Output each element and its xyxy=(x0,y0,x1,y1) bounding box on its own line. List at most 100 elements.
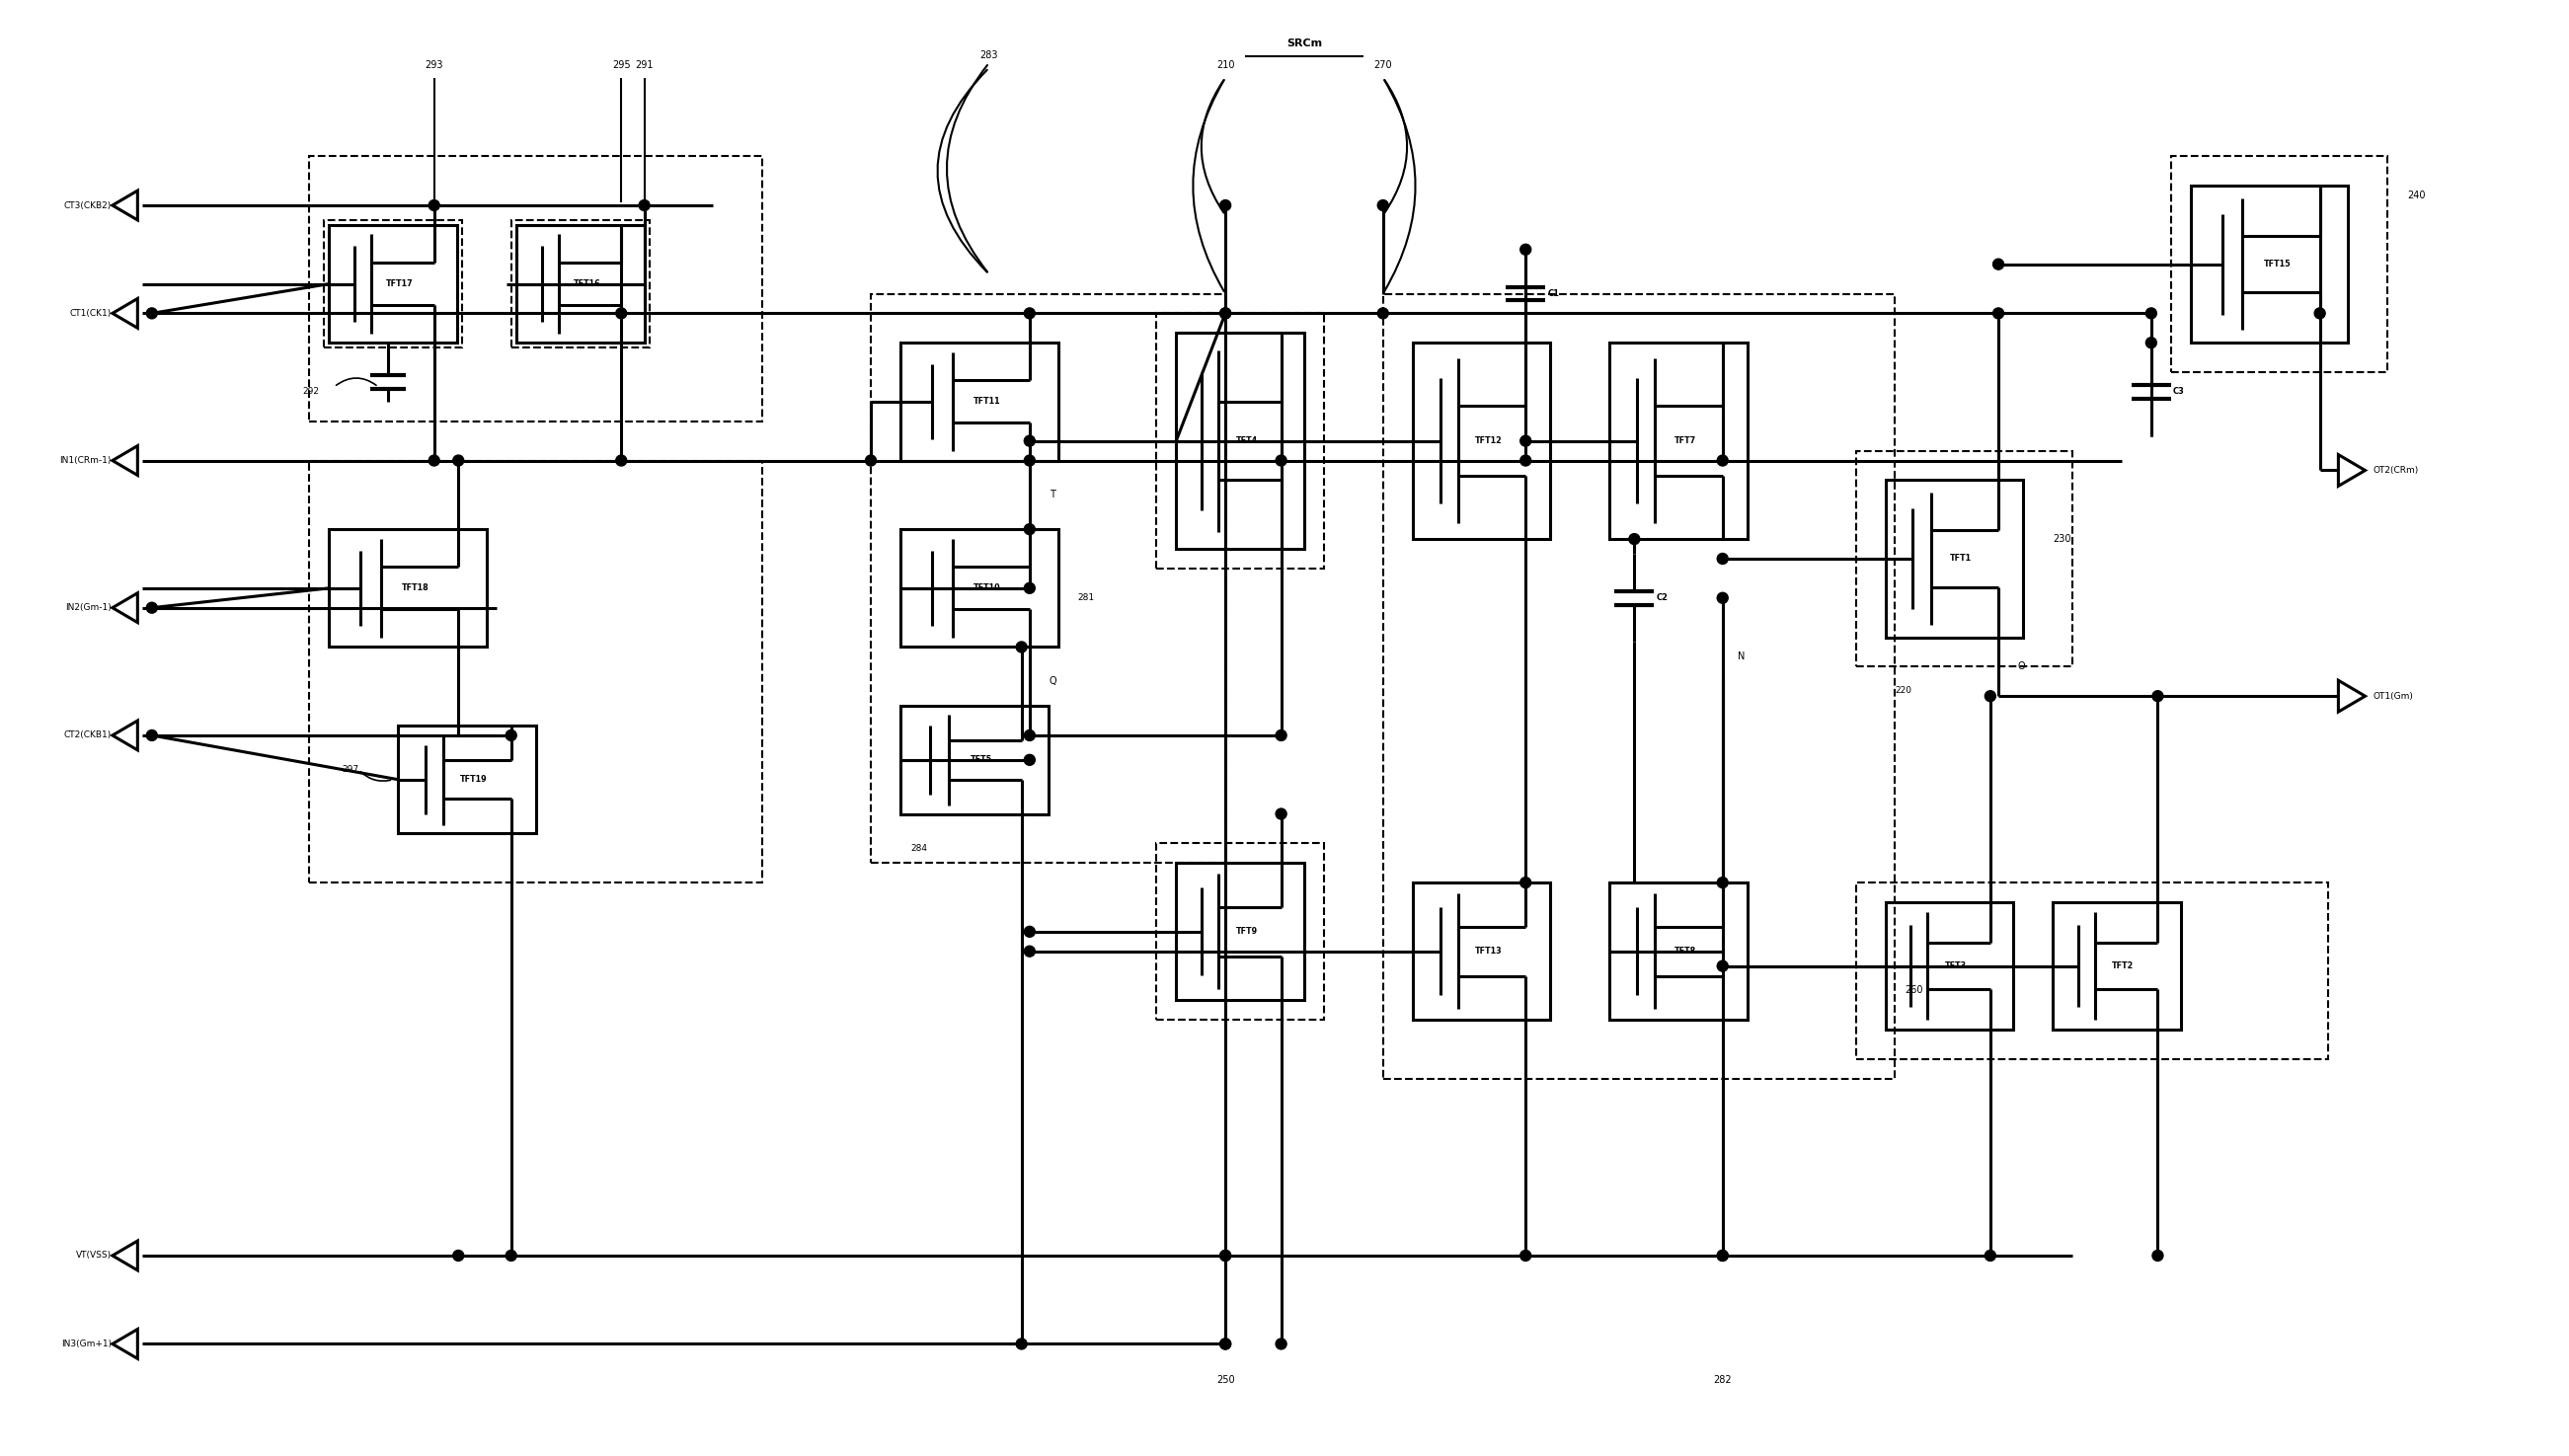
Circle shape xyxy=(146,603,157,613)
Circle shape xyxy=(1220,1338,1231,1350)
Circle shape xyxy=(2153,690,2163,702)
Circle shape xyxy=(506,729,516,741)
Text: TFT12: TFT12 xyxy=(1475,437,1503,446)
Circle shape xyxy=(2145,307,2155,319)
Circle shape xyxy=(1025,729,1035,741)
Circle shape xyxy=(1025,754,1035,766)
Circle shape xyxy=(1986,690,1996,702)
Circle shape xyxy=(617,307,627,319)
Text: TFT17: TFT17 xyxy=(385,280,414,288)
Circle shape xyxy=(866,456,876,466)
Text: 297: 297 xyxy=(342,766,360,775)
Text: CT2(CKB1): CT2(CKB1) xyxy=(64,731,110,740)
Circle shape xyxy=(617,456,627,466)
Text: T: T xyxy=(1048,491,1056,499)
Text: 210: 210 xyxy=(1215,60,1236,70)
Bar xyxy=(1611,882,1747,1021)
Bar xyxy=(899,529,1058,646)
Text: 260: 260 xyxy=(1906,986,1924,996)
Circle shape xyxy=(1277,808,1287,820)
Text: 250: 250 xyxy=(1215,1376,1236,1385)
Circle shape xyxy=(1277,1338,1287,1350)
Bar xyxy=(871,294,1225,863)
Text: 283: 283 xyxy=(979,50,999,60)
Text: SRCm: SRCm xyxy=(1287,38,1323,48)
Circle shape xyxy=(1994,307,2004,319)
Text: C2: C2 xyxy=(1657,594,1667,603)
Text: VT(VSS): VT(VSS) xyxy=(77,1251,110,1259)
Circle shape xyxy=(1377,199,1387,211)
Text: 270: 270 xyxy=(1374,60,1392,70)
Text: N: N xyxy=(1737,652,1744,662)
Circle shape xyxy=(1521,1251,1531,1261)
Bar xyxy=(1177,863,1305,1000)
Circle shape xyxy=(1017,1338,1028,1350)
Text: 293: 293 xyxy=(424,60,444,70)
Circle shape xyxy=(429,199,439,211)
Circle shape xyxy=(1025,926,1035,938)
Circle shape xyxy=(1025,307,1035,319)
Text: 230: 230 xyxy=(2053,534,2071,545)
Bar xyxy=(1886,480,2024,638)
Text: TFT9: TFT9 xyxy=(1236,927,1256,936)
Circle shape xyxy=(1025,582,1035,594)
Bar xyxy=(1177,333,1305,549)
Text: OT2(CRm): OT2(CRm) xyxy=(2374,466,2417,475)
Circle shape xyxy=(1025,435,1035,447)
Bar xyxy=(1886,903,2014,1029)
Circle shape xyxy=(1716,961,1729,971)
Text: C3: C3 xyxy=(2173,387,2184,396)
Text: 220: 220 xyxy=(1896,686,1911,695)
Circle shape xyxy=(1994,259,2004,269)
Circle shape xyxy=(1220,199,1231,211)
Circle shape xyxy=(2315,307,2325,319)
Circle shape xyxy=(1986,1251,1996,1261)
Text: TFT1: TFT1 xyxy=(1950,555,1973,563)
Bar xyxy=(308,156,763,421)
Text: OT1(Gm): OT1(Gm) xyxy=(2374,692,2412,700)
Circle shape xyxy=(1220,1338,1231,1350)
Text: 292: 292 xyxy=(303,387,319,396)
Text: 291: 291 xyxy=(635,60,653,70)
Circle shape xyxy=(452,1251,465,1261)
Bar xyxy=(324,220,462,348)
Bar xyxy=(2191,186,2348,342)
Circle shape xyxy=(640,199,650,211)
Text: TFT2: TFT2 xyxy=(2112,961,2135,971)
Text: CT3(CKB2): CT3(CKB2) xyxy=(64,201,110,210)
Bar xyxy=(899,342,1058,460)
Text: 282: 282 xyxy=(1714,1376,1732,1385)
Text: O: O xyxy=(2019,661,2024,671)
Text: TFT5: TFT5 xyxy=(971,756,992,764)
Text: TFT10: TFT10 xyxy=(974,584,1002,593)
Text: 240: 240 xyxy=(2407,191,2425,201)
Text: Q: Q xyxy=(1048,677,1056,686)
Text: TFT19: TFT19 xyxy=(460,775,488,783)
Text: TFT16: TFT16 xyxy=(573,280,601,288)
Bar xyxy=(1413,342,1552,539)
Bar xyxy=(1413,882,1552,1021)
Circle shape xyxy=(2145,338,2155,348)
Bar xyxy=(1611,342,1747,539)
Bar xyxy=(1855,451,2073,667)
Bar xyxy=(511,220,650,348)
Circle shape xyxy=(1716,1251,1729,1261)
Bar xyxy=(899,706,1048,814)
Bar xyxy=(329,529,486,646)
Text: IN1(CRm-1): IN1(CRm-1) xyxy=(59,456,110,464)
Circle shape xyxy=(1521,245,1531,255)
Text: TFT8: TFT8 xyxy=(1675,946,1696,955)
Circle shape xyxy=(1716,456,1729,466)
Circle shape xyxy=(1521,435,1531,447)
Text: IN2(Gm-1): IN2(Gm-1) xyxy=(64,603,110,612)
Bar xyxy=(516,226,645,342)
Circle shape xyxy=(1521,456,1531,466)
Text: TFT13: TFT13 xyxy=(1475,946,1503,955)
Bar xyxy=(329,226,457,342)
Text: TFT11: TFT11 xyxy=(974,397,1002,406)
Text: CT1(CK1): CT1(CK1) xyxy=(69,309,110,317)
Circle shape xyxy=(1716,1251,1729,1261)
Text: TFT3: TFT3 xyxy=(1945,961,1968,971)
Circle shape xyxy=(1716,593,1729,603)
Circle shape xyxy=(1716,553,1729,563)
